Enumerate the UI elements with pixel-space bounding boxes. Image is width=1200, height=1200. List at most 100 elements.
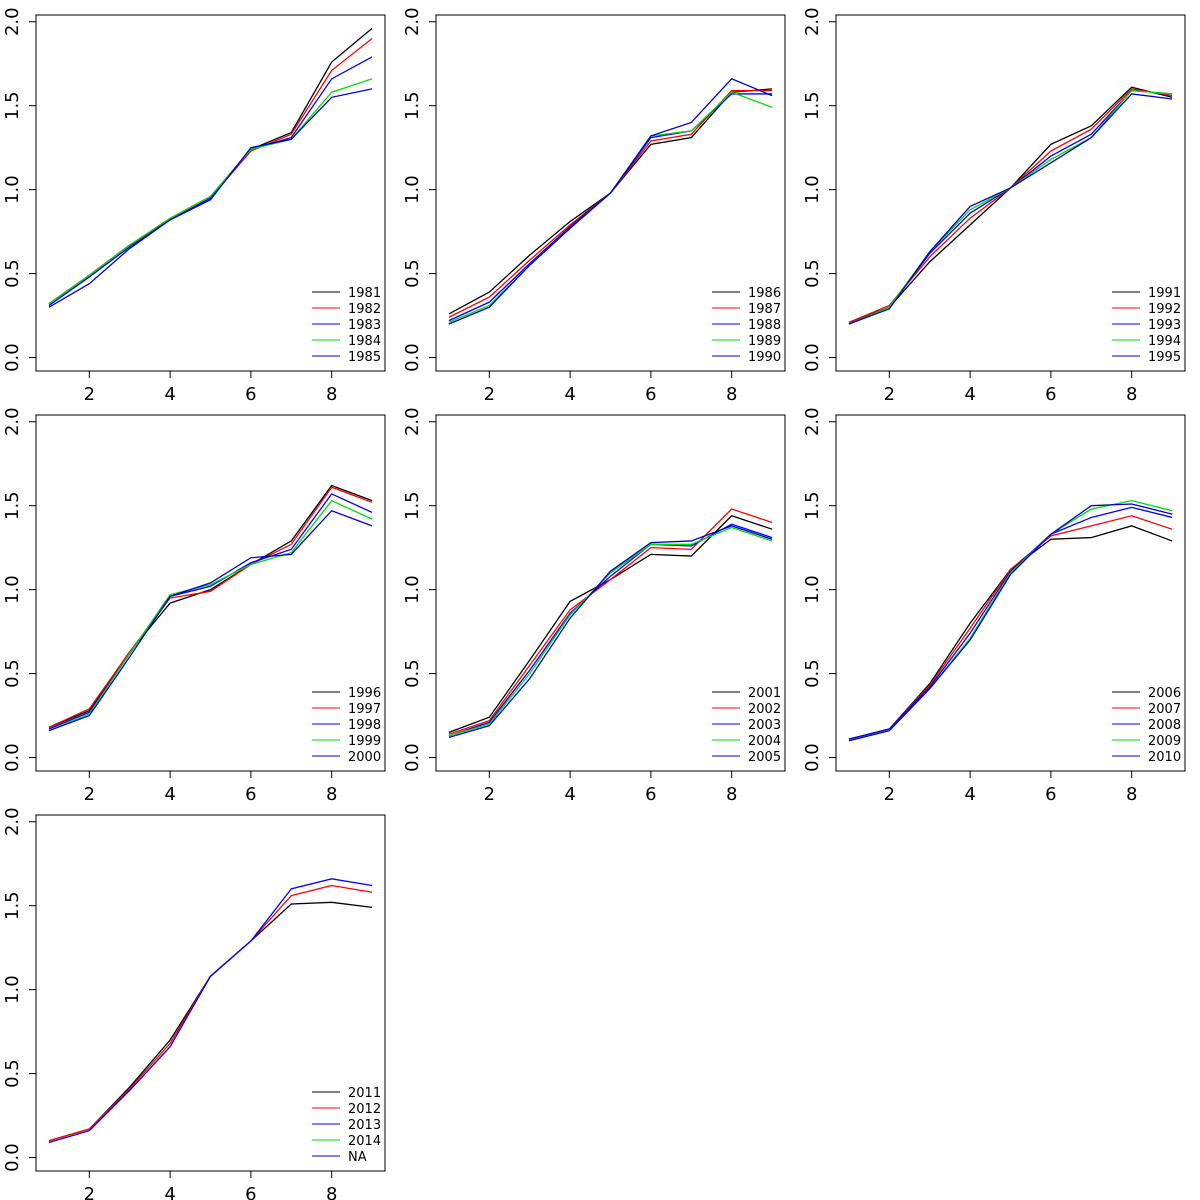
y-tick-label: 2.0	[2, 407, 23, 436]
x-tick-label: 4	[164, 784, 175, 805]
y-tick-label: 1.5	[2, 91, 23, 120]
legend-label: 1986	[748, 286, 781, 301]
x-tick-label: 2	[484, 784, 495, 805]
plot-frame	[35, 14, 386, 372]
legend-label: 1983	[348, 318, 381, 333]
legend-label: 2004	[748, 734, 781, 749]
plot-frame	[435, 414, 786, 772]
x-tick-label: 8	[1126, 384, 1137, 405]
x-tick-label: 8	[326, 1184, 337, 1200]
y-tick-label: 2.0	[402, 7, 423, 36]
x-tick-label: 6	[1045, 384, 1056, 405]
x-tick-label: 4	[964, 784, 975, 805]
series-line	[448, 523, 773, 737]
series-line	[448, 88, 773, 315]
series-line	[48, 901, 373, 1142]
y-tick-label: 1.0	[402, 575, 423, 604]
legend-label: 2000	[348, 750, 381, 765]
x-tick-label: 2	[484, 384, 495, 405]
legend-label: 1993	[1148, 318, 1181, 333]
series-line	[448, 91, 773, 323]
series-line	[48, 509, 373, 732]
legend-label: 1995	[1148, 350, 1181, 365]
x-tick-label: 2	[84, 784, 95, 805]
plot-frame	[835, 14, 1186, 372]
legend-label: 2009	[1148, 734, 1181, 749]
y-tick-label: 0.0	[402, 343, 423, 372]
series-line	[448, 93, 773, 322]
x-tick-label: 4	[564, 784, 575, 805]
legend-label: 1984	[348, 334, 381, 349]
plot-frame	[435, 14, 786, 372]
legend-label: 1990	[748, 350, 781, 365]
x-tick-label: 6	[645, 784, 656, 805]
y-tick-label: 0.5	[2, 659, 23, 688]
series-line	[48, 884, 373, 1142]
series-line	[848, 499, 1173, 742]
x-tick-label: 8	[726, 784, 737, 805]
y-tick-label: 0.0	[802, 743, 823, 772]
y-tick-label: 0.5	[402, 259, 423, 288]
y-tick-label: 0.0	[802, 343, 823, 372]
y-tick-label: 1.0	[2, 175, 23, 204]
x-tick-label: 8	[326, 384, 337, 405]
series-line	[848, 89, 1173, 325]
x-tick-label: 6	[245, 1184, 256, 1200]
y-tick-label: 2.0	[802, 407, 823, 436]
series-line	[848, 88, 1173, 323]
x-tick-label: 4	[964, 384, 975, 405]
legend-label: NA	[348, 1150, 367, 1165]
legend-label: 1985	[348, 350, 381, 365]
legend-label: 2001	[748, 686, 781, 701]
legend-label: 1999	[348, 734, 381, 749]
y-tick-label: 0.5	[2, 1059, 23, 1088]
legend-label: 2006	[1148, 686, 1181, 701]
x-tick-label: 2	[884, 384, 895, 405]
series-line	[48, 499, 373, 732]
series-line	[848, 86, 1173, 323]
y-tick-label: 1.5	[2, 491, 23, 520]
series-line	[848, 503, 1173, 742]
y-tick-label: 2.0	[2, 7, 23, 36]
x-tick-label: 8	[326, 784, 337, 805]
y-tick-label: 1.5	[802, 491, 823, 520]
x-tick-label: 6	[245, 784, 256, 805]
plot-frame	[835, 414, 1186, 772]
y-tick-label: 0.5	[802, 259, 823, 288]
series-line	[848, 525, 1173, 740]
y-tick-label: 0.5	[2, 259, 23, 288]
y-tick-label: 2.0	[802, 7, 823, 36]
series-line	[848, 506, 1173, 740]
plot-frame	[35, 814, 386, 1172]
legend-label: 1996	[348, 686, 381, 701]
legend-label: 2007	[1148, 702, 1181, 717]
y-tick-label: 1.0	[802, 575, 823, 604]
series-line	[48, 37, 373, 305]
series-line	[448, 78, 773, 325]
x-tick-label: 8	[1126, 784, 1137, 805]
series-line	[448, 525, 773, 739]
x-tick-label: 4	[164, 1184, 175, 1200]
series-line	[448, 508, 773, 735]
legend-label: 1981	[348, 286, 381, 301]
y-tick-label: 0.0	[2, 343, 23, 372]
x-tick-label: 2	[84, 384, 95, 405]
y-tick-label: 0.0	[2, 1143, 23, 1172]
legend-label: 2010	[1148, 750, 1181, 765]
legend-label: 2013	[348, 1118, 381, 1133]
series-line	[848, 515, 1173, 740]
series-line	[48, 27, 373, 305]
y-tick-label: 2.0	[2, 807, 23, 836]
legend-label: 1998	[348, 718, 381, 733]
y-tick-label: 1.0	[802, 175, 823, 204]
y-tick-label: 1.5	[802, 91, 823, 120]
series-line	[848, 93, 1173, 325]
y-tick-label: 1.5	[402, 91, 423, 120]
legend-label: 1989	[748, 334, 781, 349]
x-tick-label: 6	[245, 384, 256, 405]
